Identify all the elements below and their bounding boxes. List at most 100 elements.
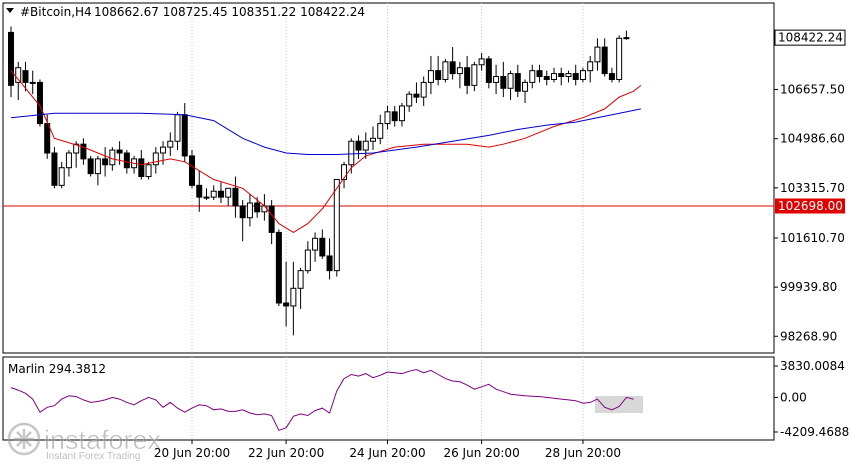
candles bbox=[8, 26, 630, 336]
bearish-candle bbox=[217, 190, 224, 198]
indicator-name: Marlin 294.3812 bbox=[8, 362, 106, 376]
bullish-candle bbox=[442, 61, 449, 80]
watermark: instaforex Instant Forex Trading bbox=[7, 422, 162, 462]
bullish-candle bbox=[65, 152, 72, 169]
bullish-candle bbox=[333, 178, 340, 272]
bullish-candle bbox=[348, 140, 355, 166]
bullish-candle bbox=[493, 76, 500, 83]
bearish-candle bbox=[514, 73, 521, 92]
bullish-candle bbox=[109, 149, 116, 166]
bearish-candle bbox=[22, 70, 29, 83]
current-price-label: 108422.24 bbox=[778, 31, 843, 45]
bullish-candle bbox=[420, 81, 427, 98]
indicator-tick-label: -4209.4688 bbox=[780, 425, 849, 439]
bearish-candle bbox=[123, 152, 130, 169]
bullish-candle bbox=[261, 205, 268, 213]
bullish-candle bbox=[507, 73, 514, 89]
bullish-candle bbox=[623, 37, 630, 40]
bearish-candle bbox=[543, 76, 550, 80]
bearish-candle bbox=[464, 67, 471, 86]
bearish-candle bbox=[181, 114, 188, 157]
bearish-candle bbox=[500, 76, 507, 89]
bearish-candle bbox=[608, 73, 615, 80]
bullish-candle bbox=[565, 73, 572, 78]
ohlc-values: 108662.67 108725.45 108351.22 108422.24 bbox=[94, 5, 365, 19]
y-tick-label: 106657.50 bbox=[780, 83, 845, 97]
bearish-candle bbox=[102, 158, 109, 166]
bullish-candle bbox=[297, 270, 304, 289]
bullish-candle bbox=[174, 114, 181, 142]
bullish-candle bbox=[145, 164, 152, 178]
bearish-candle bbox=[275, 231, 282, 304]
chart-header: #Bitcoin,H4 108662.67 108725.45 108351.2… bbox=[6, 5, 365, 19]
bullish-candle bbox=[551, 73, 557, 80]
x-tick-label: 22 Jun 20:00 bbox=[248, 446, 324, 460]
bullish-candle bbox=[384, 111, 391, 125]
bearish-candle bbox=[254, 202, 261, 213]
bullish-candle bbox=[456, 67, 463, 75]
bearish-candle bbox=[601, 46, 608, 75]
bearish-candle bbox=[116, 149, 123, 154]
time-axis[interactable]: 20 Jun 20:00 22 Jun 20:00 24 Jun 20:00 26 J… bbox=[154, 440, 621, 460]
bullish-candle bbox=[15, 67, 22, 83]
bearish-candle bbox=[283, 302, 290, 307]
level-price-label: 102698.00 bbox=[778, 199, 843, 213]
watermark-brand: instaforex bbox=[44, 425, 162, 455]
bearish-candle bbox=[558, 73, 565, 78]
bullish-candle bbox=[167, 140, 174, 148]
bullish-candle bbox=[304, 249, 311, 272]
bearish-candle bbox=[87, 158, 94, 175]
bullish-candle bbox=[246, 202, 253, 219]
bullish-candle bbox=[152, 152, 159, 166]
oscillator-shaded-box bbox=[595, 396, 643, 413]
bearish-candle bbox=[51, 152, 58, 186]
bullish-candle bbox=[398, 105, 405, 122]
main-pane[interactable] bbox=[2, 2, 775, 354]
bearish-candle bbox=[449, 61, 456, 75]
x-tick-label: 26 Jun 20:00 bbox=[443, 446, 519, 460]
bullish-candle bbox=[478, 58, 485, 66]
bearish-candle bbox=[572, 73, 579, 80]
bearish-candle bbox=[391, 111, 398, 122]
y-tick-label: 103315.70 bbox=[780, 181, 845, 195]
bullish-candle bbox=[377, 123, 384, 139]
bearish-candle bbox=[8, 31, 14, 86]
indicator-tick-label: 0.00 bbox=[780, 390, 807, 404]
level-price-tag: 102698.00 bbox=[775, 198, 845, 214]
bullish-candle bbox=[29, 81, 36, 84]
y-tick-label: 98268.90 bbox=[780, 329, 837, 343]
bullish-candle bbox=[341, 164, 348, 180]
x-tick-label: 24 Jun 20:00 bbox=[349, 446, 425, 460]
bullish-candle bbox=[522, 81, 529, 92]
price-axis[interactable]: 106657.50 104986.60 103315.70 101610.70 9993… bbox=[774, 83, 845, 344]
bullish-candle bbox=[58, 167, 65, 186]
dropdown-triangle-icon[interactable] bbox=[6, 8, 14, 13]
symbol-label: #Bitcoin,H4 bbox=[20, 5, 92, 19]
bearish-candle bbox=[485, 58, 492, 83]
bullish-candle bbox=[529, 70, 536, 83]
y-tick-label: 101610.70 bbox=[780, 231, 845, 245]
bearish-candle bbox=[239, 205, 246, 219]
instaforex-logo-icon bbox=[7, 422, 41, 456]
y-tick-label: 104986.60 bbox=[780, 132, 845, 146]
bullish-candle bbox=[594, 46, 601, 63]
bearish-candle bbox=[326, 255, 333, 272]
indicator-axis[interactable]: 3830.0084 0.00 -4209.4688 bbox=[774, 359, 849, 439]
watermark-tagline: Instant Forex Trading bbox=[46, 451, 141, 462]
bullish-candle bbox=[471, 64, 478, 86]
bearish-candle bbox=[80, 143, 87, 160]
indicator-pane[interactable] bbox=[2, 356, 775, 441]
bullish-candle bbox=[579, 70, 586, 80]
bullish-candle bbox=[587, 61, 594, 72]
bullish-candle bbox=[210, 190, 217, 198]
bullish-candle bbox=[427, 70, 434, 83]
bullish-candle bbox=[203, 196, 210, 199]
bullish-candle bbox=[290, 287, 297, 307]
oscillator-line bbox=[10, 368, 634, 431]
bullish-candle bbox=[225, 187, 232, 198]
x-tick-label: 20 Jun 20:00 bbox=[154, 446, 230, 460]
bearish-candle bbox=[355, 140, 362, 151]
bearish-candle bbox=[138, 158, 145, 178]
bearish-candle bbox=[268, 205, 275, 233]
